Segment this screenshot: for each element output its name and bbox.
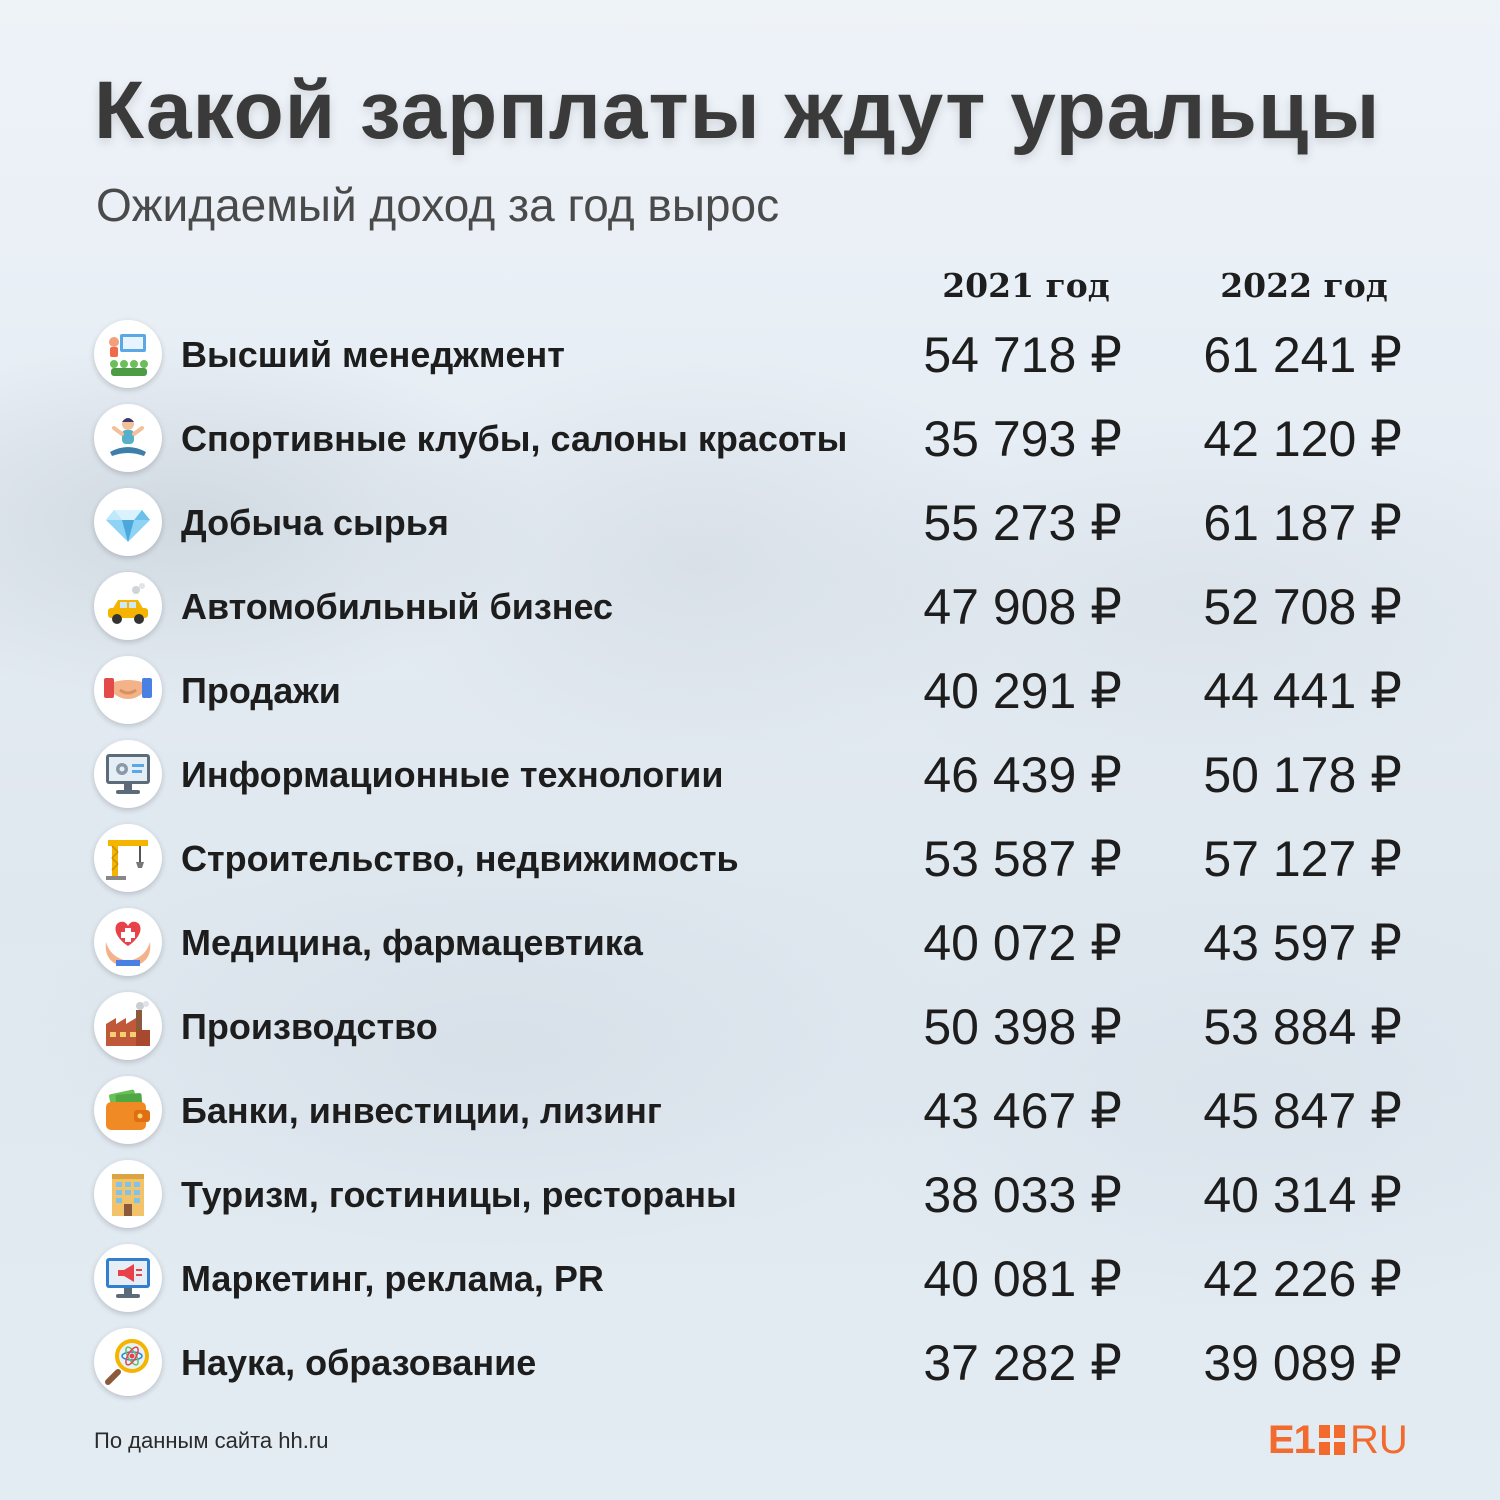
category-label: Производство <box>181 1006 438 1047</box>
hotel-icon <box>94 1160 162 1228</box>
page-subtitle: Ожидаемый доход за год вырос <box>96 179 780 231</box>
category-label: Маркетинг, реклама, PR <box>181 1258 604 1299</box>
category-label: Банки, инвестиции, лизинг <box>181 1090 662 1131</box>
e1-logo: E1 RU <box>1268 1417 1408 1462</box>
value-2021: 38 033 ₽ <box>923 1167 1122 1223</box>
value-2021: 40 291 ₽ <box>923 663 1122 719</box>
table-row: Туризм, гостиницы, рестораны 38 033 ₽ 40 3… <box>0 1152 1500 1236</box>
salary-table: Высший менеджмент 54 718 ₽ 61 241 ₽ Спортив… <box>0 312 1500 1404</box>
value-2022: 57 127 ₽ <box>1203 831 1402 887</box>
value-2022: 42 226 ₽ <box>1203 1251 1402 1307</box>
table-row: Строительство, недвижимость 53 587 ₽ 57 12… <box>0 816 1500 900</box>
table-row: Продажи 40 291 ₽ 44 441 ₽ <box>0 648 1500 732</box>
table-row: Производство 50 398 ₽ 53 884 ₽ <box>0 984 1500 1068</box>
value-2021: 50 398 ₽ <box>923 999 1122 1055</box>
table-row: Банки, инвестиции, лизинг 43 467 ₽ 45 847 … <box>0 1068 1500 1152</box>
value-2022: 45 847 ₽ <box>1203 1083 1402 1139</box>
computer-settings-icon <box>94 740 162 808</box>
value-2021: 37 282 ₽ <box>923 1335 1122 1391</box>
management-icon <box>94 320 162 388</box>
table-row: Добыча сырья 55 273 ₽ 61 187 ₽ <box>0 480 1500 564</box>
value-2021: 54 718 ₽ <box>923 327 1122 383</box>
handshake-icon <box>94 656 162 724</box>
heart-hands-icon <box>94 908 162 976</box>
value-2021: 55 273 ₽ <box>923 495 1122 551</box>
value-2021: 40 081 ₽ <box>923 1251 1122 1307</box>
factory-icon <box>94 992 162 1060</box>
table-row: Медицина, фармацевтика 40 072 ₽ 43 597 ₽ <box>0 900 1500 984</box>
value-2022: 61 187 ₽ <box>1203 495 1402 551</box>
table-row: Наука, образование 37 282 ₽ 39 089 ₽ <box>0 1320 1500 1404</box>
value-2022: 39 089 ₽ <box>1203 1335 1402 1391</box>
logo-ru-text: RU <box>1349 1417 1408 1462</box>
category-label: Добыча сырья <box>181 502 449 543</box>
category-label: Туризм, гостиницы, рестораны <box>181 1174 737 1215</box>
table-row: Маркетинг, реклама, PR 40 081 ₽ 42 226 ₽ <box>0 1236 1500 1320</box>
value-2021: 53 587 ₽ <box>923 831 1122 887</box>
value-2021: 40 072 ₽ <box>923 915 1122 971</box>
source-note: По данным сайта hh.ru <box>94 1428 329 1453</box>
logo-e1-text: E1 <box>1268 1417 1316 1462</box>
value-2022: 52 708 ₽ <box>1203 579 1402 635</box>
category-label: Строительство, недвижимость <box>181 838 739 879</box>
page-title: Какой зарплаты ждут уральцы <box>94 65 1381 156</box>
table-row: Информационные технологии 46 439 ₽ 50 178 … <box>0 732 1500 816</box>
table-row: Автомобильный бизнес 47 908 ₽ 52 708 ₽ <box>0 564 1500 648</box>
value-2022: 53 884 ₽ <box>1203 999 1402 1055</box>
magnifier-atom-icon <box>94 1328 162 1396</box>
value-2022: 44 441 ₽ <box>1203 663 1402 719</box>
category-label: Спортивные клубы, салоны красоты <box>181 418 848 459</box>
wallet-icon <box>94 1076 162 1144</box>
value-2022: 40 314 ₽ <box>1203 1167 1402 1223</box>
value-2022: 61 241 ₽ <box>1203 327 1402 383</box>
logo-square-icon <box>1318 1425 1345 1455</box>
value-2022: 42 120 ₽ <box>1203 411 1402 467</box>
category-label: Наука, образование <box>181 1342 537 1383</box>
value-2021: 46 439 ₽ <box>923 747 1122 803</box>
value-2022: 50 178 ₽ <box>1203 747 1402 803</box>
value-2021: 35 793 ₽ <box>923 411 1122 467</box>
diamond-icon <box>94 488 162 556</box>
value-2022: 43 597 ₽ <box>1203 915 1402 971</box>
megaphone-monitor-icon <box>94 1244 162 1312</box>
car-icon <box>94 572 162 640</box>
value-2021: 47 908 ₽ <box>923 579 1122 635</box>
category-label: Медицина, фармацевтика <box>181 922 643 963</box>
category-label: Автомобильный бизнес <box>181 586 614 627</box>
table-row: Высший менеджмент 54 718 ₽ 61 241 ₽ <box>0 312 1500 396</box>
yoga-icon <box>94 404 162 472</box>
crane-icon <box>94 824 162 892</box>
category-label: Продажи <box>181 670 341 711</box>
column-header-2021: 2021 год <box>942 266 1110 305</box>
table-row: Спортивные клубы, салоны красоты 35 793 ₽… <box>0 396 1500 480</box>
category-label: Информационные технологии <box>181 754 724 795</box>
column-header-2022: 2022 год <box>1220 266 1388 305</box>
value-2021: 43 467 ₽ <box>923 1083 1122 1139</box>
category-label: Высший менеджмент <box>181 334 565 375</box>
